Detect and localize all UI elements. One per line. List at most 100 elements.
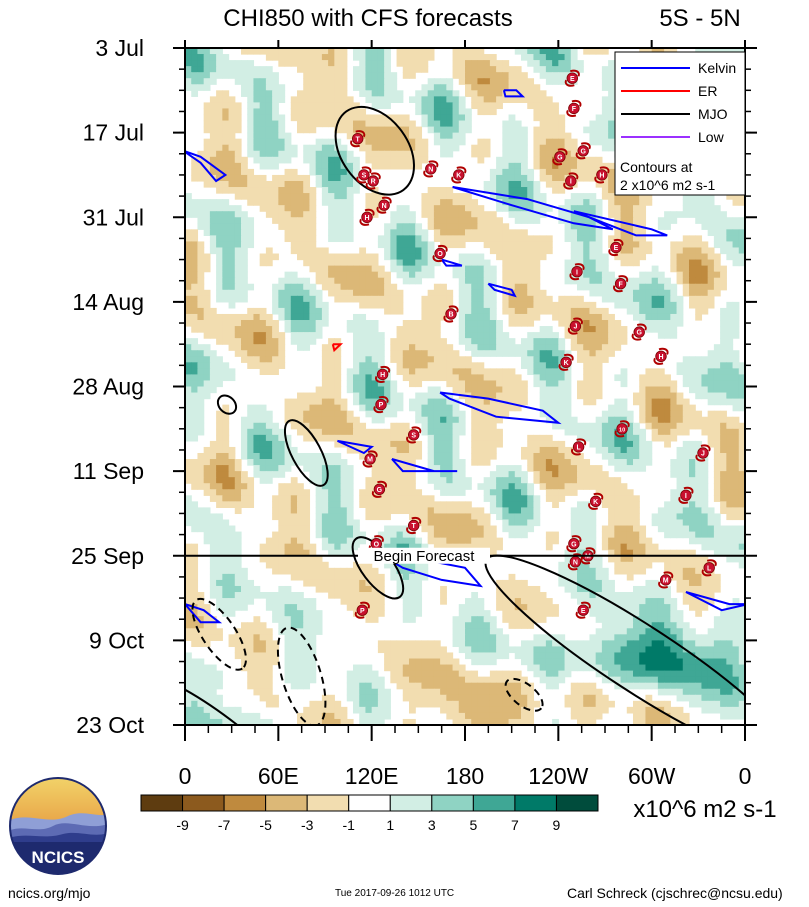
anomaly-cell [713, 398, 721, 406]
anomaly-cell [545, 205, 553, 212]
anomaly-cell [695, 519, 703, 527]
anomaly-cell [639, 295, 647, 303]
anomaly-cell [284, 307, 292, 315]
anomaly-cell [639, 205, 647, 212]
anomaly-cell [278, 199, 286, 206]
anomaly-cell [477, 78, 485, 85]
anomaly-cell [272, 199, 279, 206]
anomaly-cell [595, 356, 603, 363]
anomaly-cell [209, 350, 217, 357]
anomaly-cell [415, 326, 423, 333]
anomaly-cell [340, 193, 348, 200]
anomaly-cell [577, 477, 584, 484]
anomaly-cell [521, 253, 528, 261]
anomaly-cell [185, 205, 192, 212]
anomaly-cell [732, 362, 740, 369]
anomaly-cell [514, 513, 522, 521]
anomaly-cell [216, 60, 223, 67]
anomaly-cell [570, 452, 578, 460]
anomaly-cell [290, 525, 298, 533]
anomaly-cell [415, 265, 423, 273]
anomaly-cell [458, 205, 466, 212]
anomaly-cell [402, 114, 410, 122]
anomaly-cell [471, 326, 479, 333]
anomaly-cell [216, 54, 223, 61]
anomaly-cell [427, 434, 435, 442]
anomaly-cell [228, 446, 236, 454]
anomaly-cell [483, 96, 491, 103]
anomaly-cell [589, 265, 597, 273]
anomaly-cell [483, 259, 491, 267]
anomaly-cell [334, 60, 342, 67]
anomaly-cell [732, 416, 740, 424]
anomaly-cell [421, 326, 429, 333]
anomaly-cell [452, 126, 460, 134]
anomaly-cell [446, 507, 454, 515]
anomaly-cell [353, 168, 360, 176]
anomaly-cell [353, 265, 360, 273]
anomaly-cell [259, 320, 267, 327]
anomaly-cell [477, 289, 485, 297]
anomaly-cell [452, 108, 460, 116]
anomaly-cell [502, 223, 510, 230]
anomaly-cell [371, 477, 379, 484]
anomaly-cell [626, 283, 634, 291]
anomaly-cell [402, 440, 410, 448]
anomaly-cell [514, 477, 522, 484]
anomaly-cell [521, 398, 528, 406]
anomaly-cell [297, 489, 304, 496]
anomaly-cell [315, 495, 323, 502]
anomaly-cell [664, 217, 671, 224]
anomaly-cell [601, 440, 609, 448]
anomaly-cell [713, 374, 721, 382]
anomaly-cell [496, 241, 503, 249]
anomaly-cell [272, 428, 279, 436]
anomaly-cell [732, 320, 740, 327]
anomaly-cell [315, 320, 323, 327]
anomaly-cell [384, 465, 391, 472]
anomaly-cell [365, 301, 373, 309]
anomaly-cell [589, 156, 597, 164]
anomaly-cell [720, 489, 727, 496]
anomaly-cell [253, 440, 261, 448]
anomaly-cell [433, 416, 441, 424]
anomaly-cell [390, 138, 398, 146]
anomaly-cell [384, 102, 391, 110]
anomaly-cell [589, 519, 597, 527]
anomaly-cell [583, 380, 591, 388]
anomaly-cell [657, 374, 665, 382]
anomaly-cell [521, 162, 528, 170]
anomaly-cell [234, 144, 242, 152]
anomaly-cell [427, 320, 435, 327]
anomaly-cell [595, 235, 603, 243]
anomaly-cell [695, 501, 703, 508]
anomaly-cell [340, 253, 348, 261]
anomaly-cell [583, 368, 591, 376]
anomaly-cell [577, 205, 584, 212]
anomaly-cell [689, 440, 696, 448]
anomaly-cell [421, 253, 429, 261]
anomaly-cell [552, 162, 559, 170]
anomaly-cell [527, 320, 535, 327]
anomaly-cell [427, 326, 435, 333]
anomaly-cell [259, 307, 267, 315]
anomaly-cell [440, 229, 447, 236]
anomaly-cell [290, 247, 298, 255]
anomaly-cell [664, 410, 671, 418]
anomaly-cell [241, 295, 248, 303]
anomaly-cell [626, 295, 634, 303]
anomaly-cell [446, 501, 454, 508]
anomaly-cell [570, 223, 578, 230]
anomaly-cell [633, 452, 640, 460]
anomaly-cell [278, 193, 286, 200]
anomaly-cell [402, 259, 410, 267]
anomaly-cell [272, 495, 279, 502]
anomaly-cell [452, 138, 460, 146]
anomaly-cell [185, 235, 192, 243]
anomaly-cell [539, 138, 547, 146]
anomaly-cell [552, 344, 559, 351]
anomaly-cell [359, 265, 367, 273]
anomaly-cell [452, 465, 460, 472]
anomaly-cell [670, 320, 678, 327]
anomaly-cell [489, 398, 497, 406]
